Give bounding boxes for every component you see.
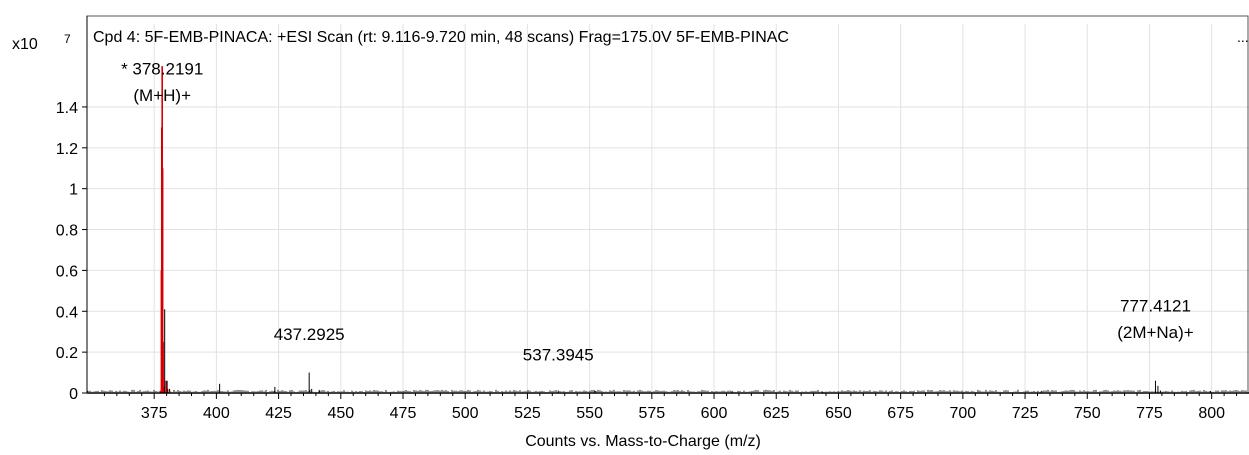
x-tick-label: 775 [1136, 405, 1163, 422]
peak-label: (2M+Na)+ [1117, 323, 1194, 342]
peak-label: * 378.2191 [121, 59, 203, 78]
y-tick-label: 1.2 [56, 141, 78, 158]
x-tick-label: 425 [265, 405, 292, 422]
peak-label: 537.3945 [523, 345, 594, 364]
baseline-noise [87, 389, 1247, 392]
axes [86, 15, 1249, 394]
x-axis-label: Counts vs. Mass-to-Charge (m/z) [525, 433, 761, 450]
x-tick-label: 700 [950, 405, 977, 422]
x-tick-label: 525 [514, 405, 541, 422]
x-tick-label: 550 [576, 405, 603, 422]
spectrum-peaks [159, 66, 1211, 393]
x-tick-label: 600 [701, 405, 728, 422]
x-tick-label: 375 [141, 405, 168, 422]
peak-label: 437.2925 [274, 325, 345, 344]
y-scale-prefix: x10 [12, 36, 38, 53]
baseline-noise-trace [87, 389, 1247, 392]
peak-label: 777.4121 [1120, 296, 1191, 315]
y-tick-label: 0.8 [56, 223, 78, 240]
x-tick-label: 575 [638, 405, 665, 422]
chart-title: Cpd 4: 5F-EMB-PINACA: +ESI Scan (rt: 9.1… [93, 29, 789, 46]
x-tick-label: 675 [887, 405, 914, 422]
y-tick-label: 0.6 [56, 263, 78, 280]
x-tick-label: 650 [825, 405, 852, 422]
x-tick-label: 625 [763, 405, 790, 422]
y-tick-label: 0.4 [56, 304, 78, 321]
peak-annotations: * 378.2191 (M+H)+ 437.2925 537.3945 777.4121… [121, 59, 1194, 364]
x-tick-label: 500 [452, 405, 479, 422]
y-tick-label: 0.2 [56, 345, 78, 362]
y-tick-label: 0 [69, 386, 78, 403]
y-tick-label: 1.4 [56, 100, 78, 117]
y-tick-label: 1 [69, 182, 78, 199]
x-tick-label: 475 [390, 405, 417, 422]
y-scale-exponent: 7 [64, 32, 71, 46]
grid [87, 24, 1249, 394]
x-tick-label: 400 [203, 405, 230, 422]
title-overflow-indicator: ... [1237, 29, 1249, 45]
axis-ticks: 375 400 425 450 475 500 525 550 575 600 625 650 675 7… [56, 100, 1238, 422]
x-tick-label: 750 [1074, 405, 1101, 422]
x-tick-label: 725 [1012, 405, 1039, 422]
peak-label: (M+H)+ [133, 86, 191, 105]
plot-frame [86, 15, 1249, 394]
x-tick-label: 450 [327, 405, 354, 422]
x-tick-label: 800 [1198, 405, 1225, 422]
